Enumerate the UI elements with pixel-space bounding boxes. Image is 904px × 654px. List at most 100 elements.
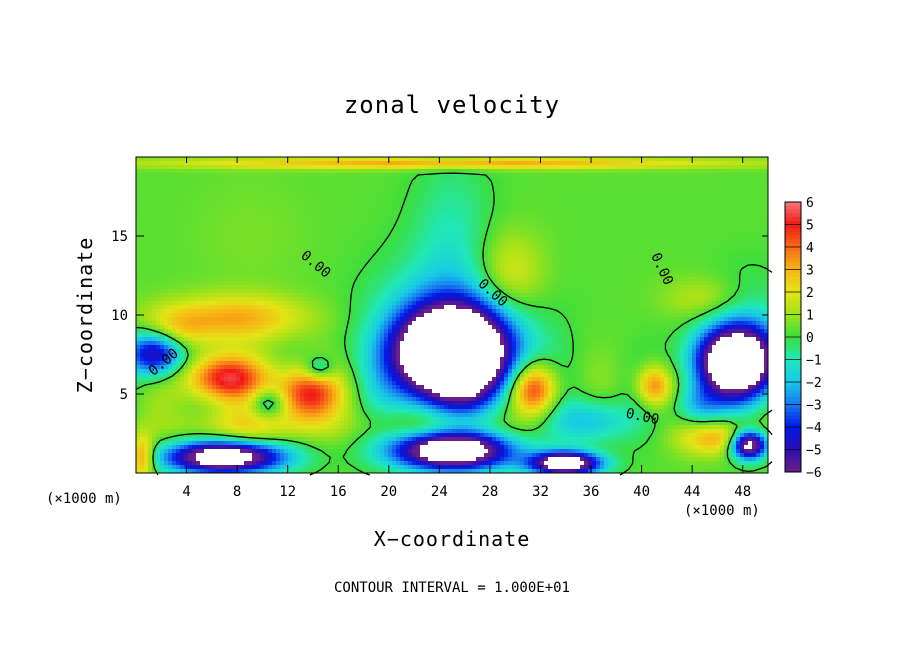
heatmap-cell <box>616 217 621 222</box>
heatmap-cell <box>404 169 409 174</box>
heatmap-cell <box>692 193 697 198</box>
heatmap-cell <box>676 213 681 218</box>
heatmap-cell <box>596 245 601 250</box>
heatmap-cell <box>560 169 565 174</box>
heatmap-cell <box>164 273 169 278</box>
heatmap-cell <box>180 261 185 266</box>
heatmap-cell <box>180 201 185 206</box>
heatmap-cell <box>572 273 577 278</box>
heatmap-cell <box>384 217 389 222</box>
heatmap-cell <box>744 193 749 198</box>
heatmap-cell <box>448 217 453 222</box>
heatmap-cell <box>712 213 717 218</box>
heatmap-cell <box>580 177 585 182</box>
heatmap-cell <box>696 193 701 198</box>
heatmap-cell <box>272 181 277 186</box>
heatmap-cell <box>320 157 325 162</box>
heatmap-cell <box>400 193 405 198</box>
heatmap-cell <box>272 257 277 262</box>
heatmap-cell <box>724 229 729 234</box>
heatmap-cell <box>756 185 761 190</box>
heatmap-cell <box>388 265 393 270</box>
heatmap-cell <box>444 233 449 238</box>
heatmap-cell <box>664 217 669 222</box>
heatmap-cell <box>716 213 721 218</box>
heatmap-cell <box>756 197 761 202</box>
heatmap-cell <box>572 269 577 274</box>
heatmap-cell <box>556 217 561 222</box>
heatmap-cell <box>228 277 233 282</box>
heatmap-cell <box>464 241 469 246</box>
heatmap-cell <box>292 173 297 178</box>
heatmap-cell <box>400 201 405 206</box>
heatmap-cell <box>432 229 437 234</box>
heatmap-cell <box>500 185 505 190</box>
heatmap-cell <box>540 229 545 234</box>
heatmap-cell <box>536 269 541 274</box>
heatmap-cell <box>140 165 145 170</box>
heatmap-cell <box>608 237 613 242</box>
heatmap-cell <box>320 197 325 202</box>
heatmap-cell <box>240 281 245 286</box>
heatmap-cell <box>672 249 677 254</box>
heatmap-cell <box>140 257 145 262</box>
heatmap-cell <box>580 181 585 186</box>
heatmap-cell <box>540 181 545 186</box>
heatmap-cell <box>320 169 325 174</box>
heatmap-cell <box>588 265 593 270</box>
heatmap-cell <box>348 157 353 162</box>
heatmap-cell <box>504 233 509 238</box>
heatmap-cell <box>172 257 177 262</box>
heatmap-cell <box>376 261 381 266</box>
heatmap-cell <box>352 197 357 202</box>
heatmap-cell <box>552 273 557 278</box>
heatmap-cell <box>540 213 545 218</box>
heatmap-cell <box>336 173 341 178</box>
heatmap-cell <box>500 249 505 254</box>
heatmap-cell <box>348 177 353 182</box>
heatmap-cell <box>396 253 401 258</box>
heatmap-cell <box>252 217 257 222</box>
heatmap-cell <box>540 269 545 274</box>
heatmap-cell <box>404 201 409 206</box>
heatmap-cell <box>764 241 769 246</box>
heatmap-cell <box>316 281 321 286</box>
heatmap-cell <box>384 197 389 202</box>
heatmap-cell <box>512 249 517 254</box>
heatmap-cell <box>508 237 513 242</box>
heatmap-cell <box>296 193 301 198</box>
heatmap-cell <box>336 197 341 202</box>
heatmap-cell <box>516 205 521 210</box>
heatmap-cell <box>600 177 605 182</box>
heatmap-cell <box>216 277 221 282</box>
heatmap-cell <box>168 201 173 206</box>
heatmap-cell <box>152 241 157 246</box>
heatmap-cell <box>576 229 581 234</box>
heatmap-cell <box>536 249 541 254</box>
heatmap-cell <box>264 241 269 246</box>
heatmap-cell <box>192 245 197 250</box>
heatmap-cell <box>460 249 465 254</box>
heatmap-cell <box>360 201 365 206</box>
heatmap-cell <box>692 257 697 262</box>
heatmap-cell <box>224 265 229 270</box>
heatmap-cell <box>704 241 709 246</box>
heatmap-cell <box>732 181 737 186</box>
heatmap-cell <box>276 225 281 230</box>
heatmap-cell <box>684 181 689 186</box>
heatmap-cell <box>708 265 713 270</box>
heatmap-cell <box>156 253 161 258</box>
heatmap-cell <box>576 237 581 242</box>
heatmap-cell <box>156 265 161 270</box>
heatmap-cell <box>756 165 761 170</box>
heatmap-cell <box>172 157 177 162</box>
heatmap-cell <box>720 229 725 234</box>
heatmap-cell <box>540 241 545 246</box>
heatmap-cell <box>588 245 593 250</box>
heatmap-cell <box>376 177 381 182</box>
heatmap-cell <box>392 257 397 262</box>
heatmap-cell <box>404 249 409 254</box>
heatmap-cell <box>248 181 253 186</box>
heatmap-cell <box>528 177 533 182</box>
heatmap-cell <box>496 169 501 174</box>
